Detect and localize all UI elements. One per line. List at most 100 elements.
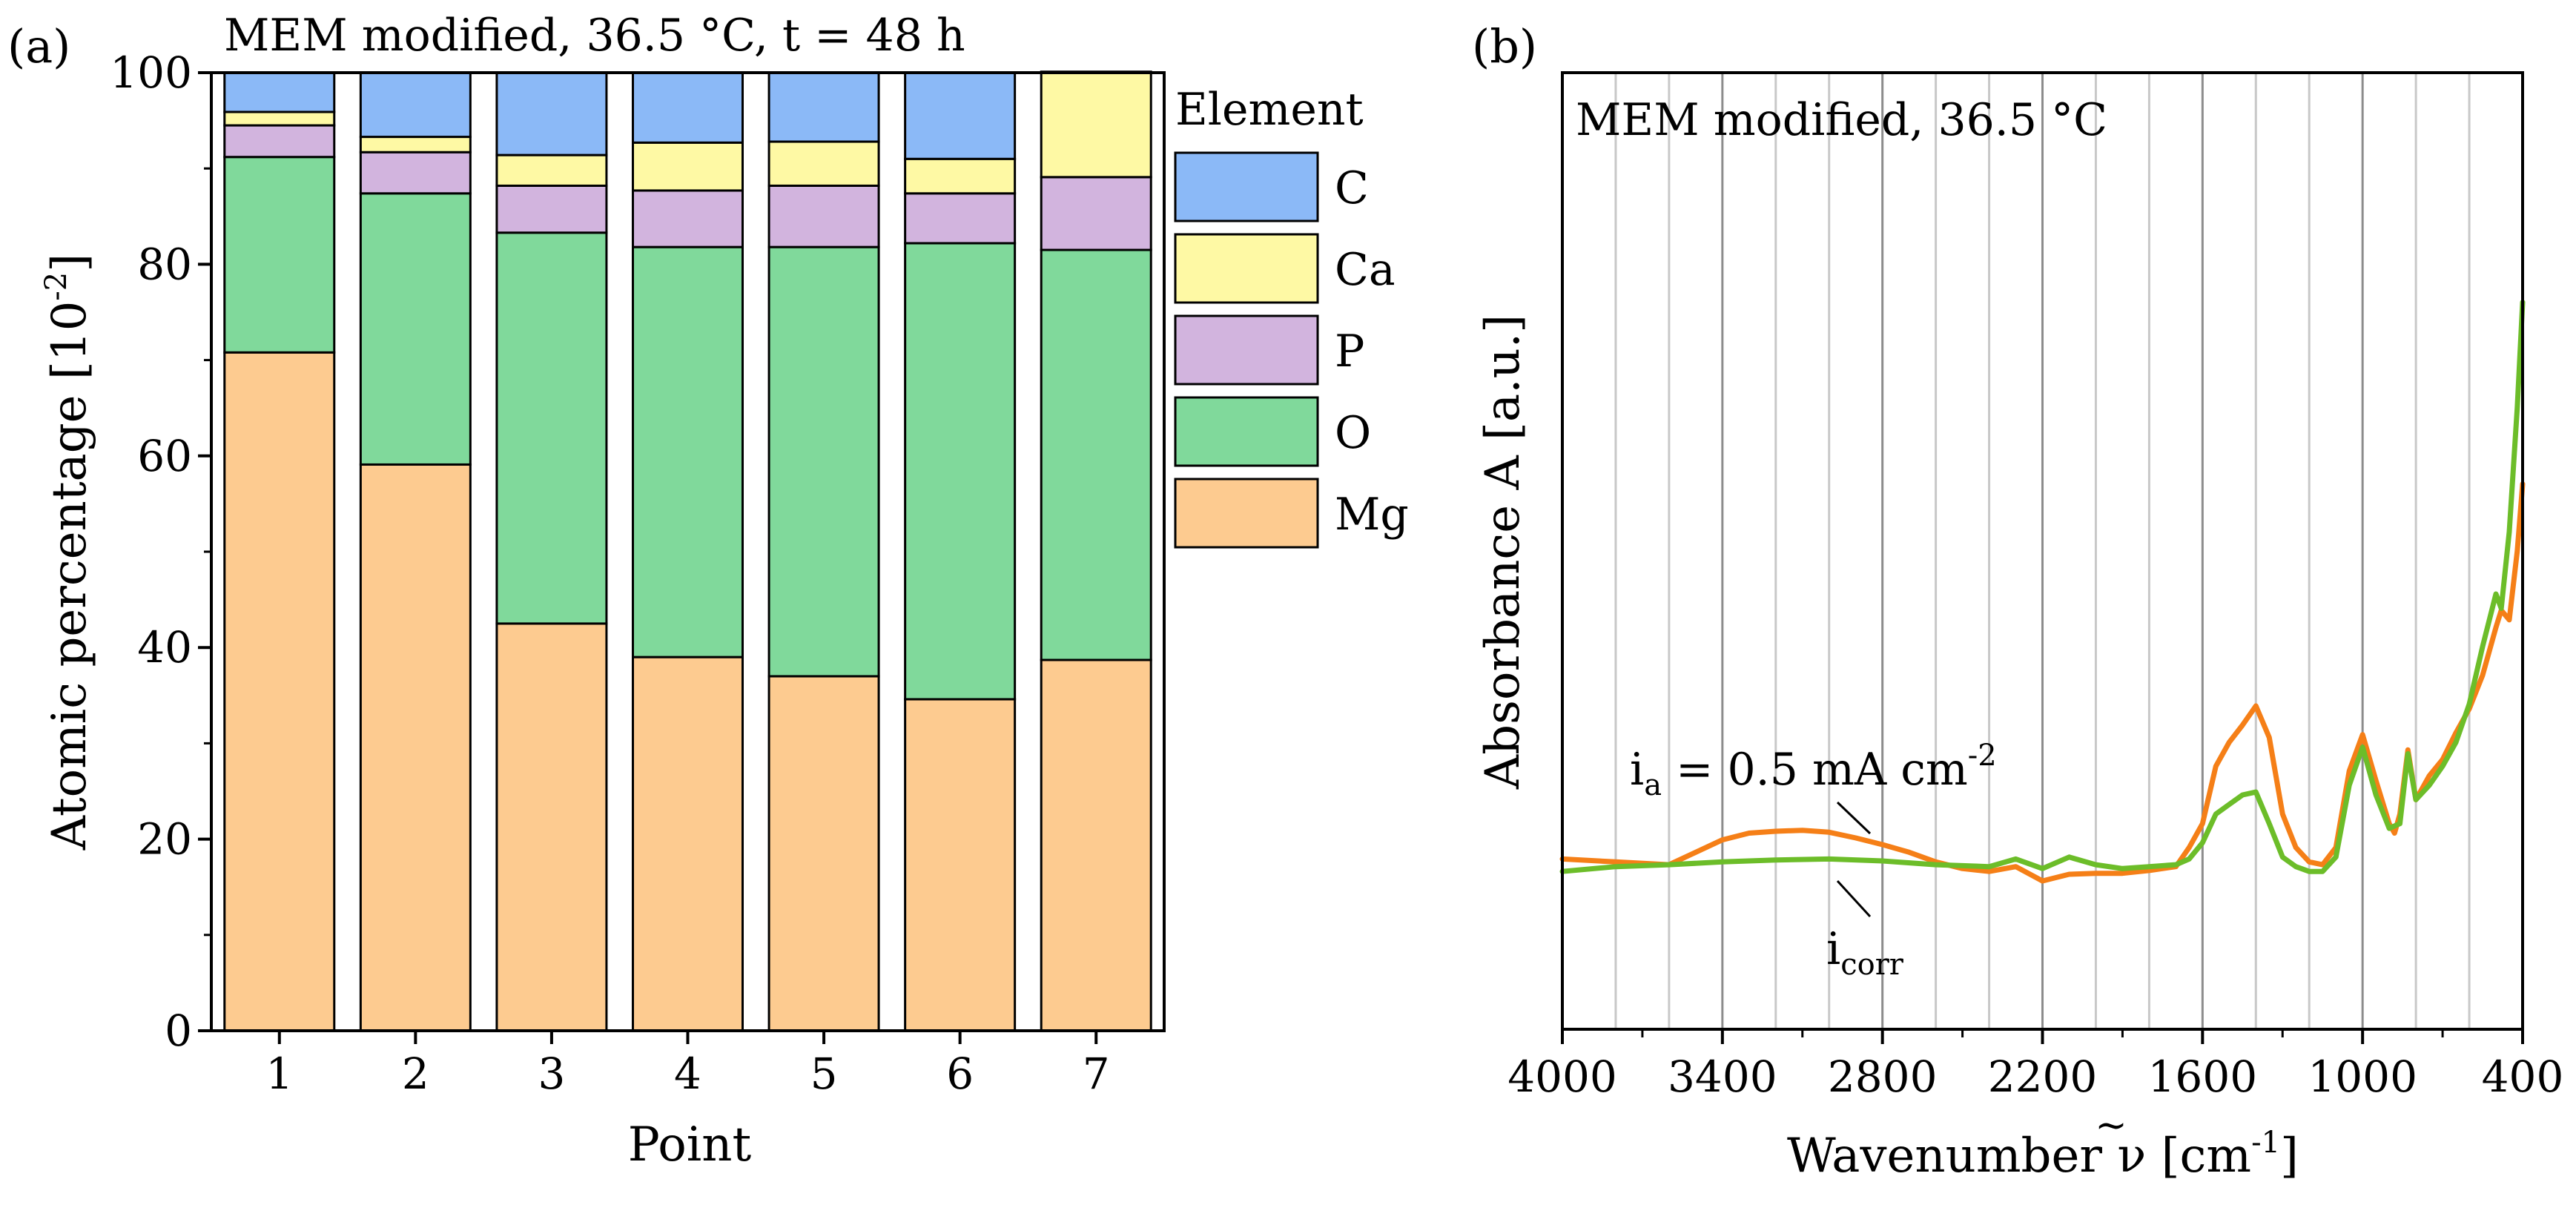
bar-segment-ca-point-6 bbox=[904, 157, 1017, 195]
b-x-tick-label: 1000 bbox=[2308, 1052, 2417, 1102]
panel-b-x-axis-symbol: ν bbox=[2117, 1129, 2146, 1183]
panel-b-title: MEM modified, 36.5 °C bbox=[1576, 94, 2107, 146]
bar-segment-p-point-2 bbox=[359, 151, 472, 195]
a-y-tick-label: 100 bbox=[110, 47, 192, 98]
panel-a-plot-frame bbox=[210, 71, 1166, 1032]
bar-segment-c-point-2 bbox=[359, 71, 472, 139]
panel-a-y-axis-label: Atomic percentage [10-2] bbox=[39, 254, 97, 851]
a-y-tick-label: 80 bbox=[137, 239, 192, 289]
a-x-tick-label: 7 bbox=[1083, 1049, 1110, 1099]
bar-segment-p-point-7 bbox=[1040, 176, 1152, 251]
panel-b-lines bbox=[1559, 300, 2526, 884]
bar-segment-mg-point-7 bbox=[1040, 658, 1152, 1032]
annotation-ia: ia = 0.5 mA cm-2 bbox=[1630, 739, 1997, 835]
bar-segment-o-point-4 bbox=[632, 245, 744, 658]
annotation-ia-main: i bbox=[1630, 744, 1644, 796]
panel-b-x-axis-tilde: ~ bbox=[2095, 1103, 2127, 1148]
annotation-icorr: icorr bbox=[1826, 879, 1904, 982]
bar-segment-ca-point-5 bbox=[767, 140, 880, 187]
series-line-ia bbox=[1559, 481, 2526, 884]
a-y-tick-label: 40 bbox=[137, 622, 192, 673]
panel-a: (a) MEM modified, 36.5 °C, t = 48 h 0 20 4… bbox=[7, 10, 1409, 1172]
panel-b-x-axis-end: ] bbox=[2280, 1129, 2299, 1183]
panel-a-legend: Element C Ca PO Mg bbox=[1174, 84, 1409, 549]
bar-segment-o-point-5 bbox=[767, 245, 880, 678]
b-x-tick-label: 3400 bbox=[1668, 1052, 1777, 1102]
panel-b-x-axis-sup: -1 bbox=[2251, 1126, 2280, 1160]
bar-segment-ca-point-7 bbox=[1040, 70, 1152, 179]
b-x-tick-label: 4000 bbox=[1507, 1052, 1617, 1102]
bar-segment-mg-point-5 bbox=[767, 675, 880, 1032]
legend-swatch-ca bbox=[1174, 233, 1319, 304]
panel-b-y-axis-label: Absorbance A [a.u.] bbox=[1476, 314, 1530, 790]
panel-a-ticks bbox=[198, 71, 1098, 1044]
b-x-tick-label: 1600 bbox=[2148, 1052, 2258, 1102]
bar-segment-p-point-3 bbox=[495, 184, 608, 234]
annotation-ia-label: ia = 0.5 mA cm-2 bbox=[1630, 739, 1997, 802]
a-y-tick-label: 20 bbox=[137, 814, 192, 865]
bar-segment-mg-point-1 bbox=[223, 351, 336, 1032]
panel-a-x-tick-labels: 1 2 3 4 5 6 7 bbox=[265, 1049, 1109, 1099]
annotation-ia-sup: -2 bbox=[1968, 739, 1997, 773]
bar-segment-o-point-7 bbox=[1040, 248, 1152, 661]
panel-b: (b) 4000 3400 2800 2200 1600 1000 400 MEM modi… bbox=[1472, 19, 2563, 1183]
legend-label-o: O bbox=[1335, 407, 1371, 459]
panel-b-plot-frame bbox=[1561, 71, 2524, 1031]
bar-segment-ca-point-2 bbox=[359, 136, 472, 153]
legend-swatch-p bbox=[1174, 314, 1319, 386]
legend-swatch-c bbox=[1174, 151, 1319, 222]
panel-b-grid bbox=[1561, 73, 2524, 1044]
bar-segment-o-point-1 bbox=[223, 156, 336, 354]
annotation-icorr-leader bbox=[1836, 879, 1872, 918]
panel-a-label: (a) bbox=[7, 19, 70, 73]
panel-a-title: MEM modified, 36.5 °C, t = 48 h bbox=[224, 10, 965, 62]
annotation-icorr-sub: corr bbox=[1840, 948, 1904, 982]
bar-segment-c-point-5 bbox=[767, 71, 880, 143]
panel-b-x-axis-label-main: Wavenumber bbox=[1787, 1129, 2102, 1183]
legend-title: Element bbox=[1175, 84, 1364, 136]
b-x-tick-label: 2200 bbox=[1988, 1052, 2098, 1102]
bar-segment-o-point-3 bbox=[495, 231, 608, 625]
annotation-ia-leader bbox=[1836, 801, 1872, 835]
legend-label-ca: Ca bbox=[1335, 244, 1396, 296]
legend-swatch-mg bbox=[1174, 478, 1319, 549]
a-y-tick-label: 60 bbox=[137, 431, 192, 481]
panel-a-bars bbox=[223, 70, 1152, 1032]
b-x-tick-label: 400 bbox=[2482, 1052, 2564, 1102]
bar-segment-c-point-1 bbox=[223, 71, 336, 113]
bar-segment-ca-point-4 bbox=[632, 141, 744, 192]
bar-segment-mg-point-4 bbox=[632, 656, 744, 1032]
bar-segment-p-point-1 bbox=[223, 124, 336, 159]
panel-a-y-axis-label-end: ] bbox=[42, 254, 97, 272]
a-x-tick-label: 6 bbox=[946, 1049, 974, 1099]
bar-segment-c-point-4 bbox=[632, 71, 744, 144]
a-x-tick-label: 4 bbox=[674, 1049, 701, 1099]
annotation-icorr-main: i bbox=[1826, 923, 1840, 975]
legend-label-p: P bbox=[1335, 326, 1364, 377]
a-x-tick-label: 3 bbox=[538, 1049, 565, 1099]
bar-segment-p-point-6 bbox=[904, 192, 1017, 245]
bar-segment-ca-point-3 bbox=[495, 153, 608, 187]
a-y-tick-label: 0 bbox=[165, 1006, 192, 1056]
series-line-icorr bbox=[1559, 300, 2526, 874]
annotation-ia-rest: = 0.5 mA cm bbox=[1662, 744, 1968, 796]
bar-segment-o-point-2 bbox=[359, 192, 472, 466]
bar-segment-mg-point-6 bbox=[904, 698, 1017, 1032]
legend-label-c: C bbox=[1335, 162, 1369, 214]
bar-segment-ca-point-1 bbox=[223, 110, 336, 127]
legend-swatch-o bbox=[1174, 396, 1319, 467]
a-x-tick-label: 2 bbox=[402, 1049, 429, 1099]
bar-segment-c-point-6 bbox=[904, 71, 1017, 160]
bar-segment-mg-point-3 bbox=[495, 622, 608, 1032]
panel-b-x-axis-unit: [cm bbox=[2161, 1129, 2252, 1183]
annotation-icorr-label: icorr bbox=[1826, 923, 1904, 982]
a-x-tick-label: 5 bbox=[810, 1049, 838, 1099]
panel-a-y-axis-label-main: Atomic percentage [10 bbox=[42, 301, 97, 851]
panel-b-label: (b) bbox=[1472, 19, 1537, 73]
panel-b-x-axis-label: Wavenumber ν [cm-1] bbox=[1787, 1126, 2299, 1183]
legend-label-mg: Mg bbox=[1335, 489, 1409, 541]
b-x-tick-label: 2800 bbox=[1828, 1052, 1938, 1102]
bar-segment-c-point-3 bbox=[495, 71, 608, 156]
a-x-tick-label: 1 bbox=[265, 1049, 293, 1099]
